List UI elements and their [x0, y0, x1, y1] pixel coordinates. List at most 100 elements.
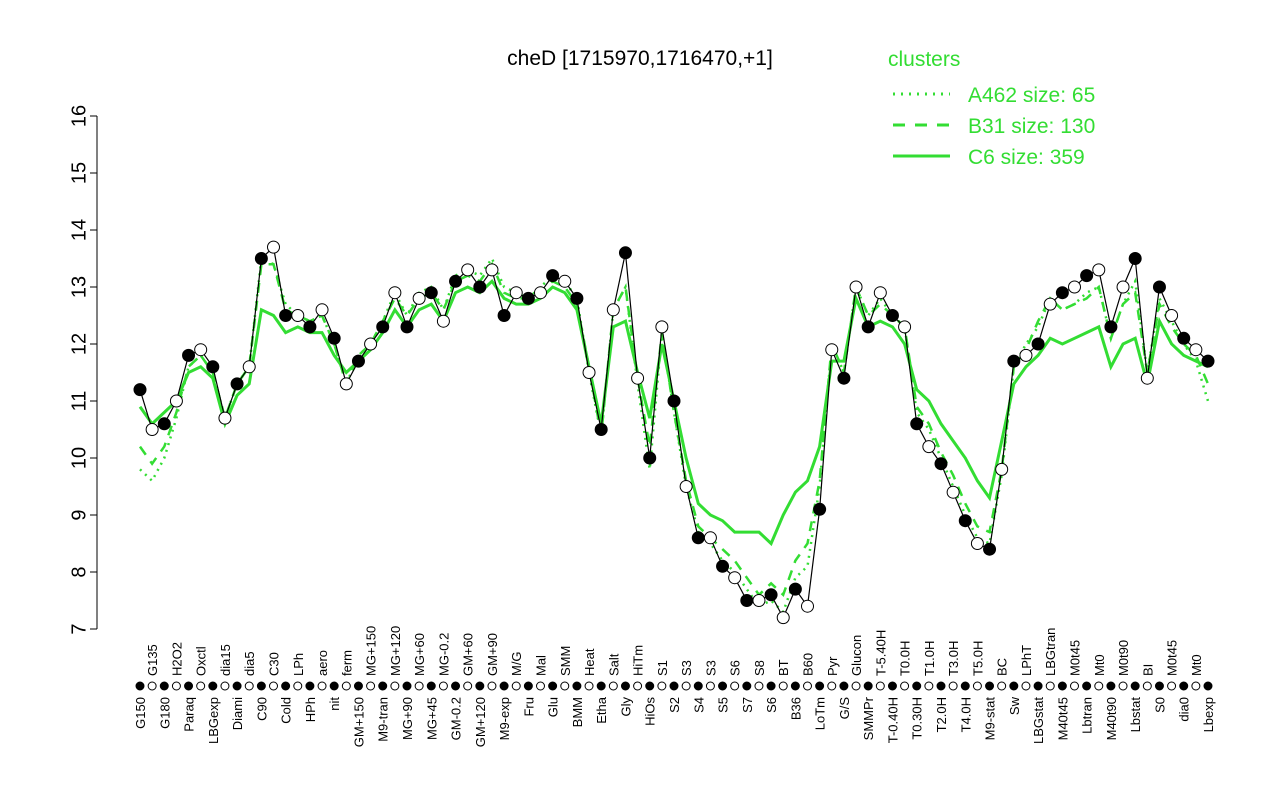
category-marker [499, 681, 509, 691]
category-marker [414, 681, 424, 691]
x-tick-label: MG+45 [424, 697, 439, 740]
category-marker [730, 681, 740, 691]
category-marker [1203, 681, 1213, 691]
data-points [133, 240, 1215, 625]
data-point [558, 274, 572, 288]
category-marker [572, 681, 582, 691]
x-tick-label: M40t45 [1055, 697, 1070, 740]
data-point [242, 360, 256, 374]
x-tick-label: M0t45 [1068, 640, 1083, 676]
category-marker [657, 681, 667, 691]
x-tick-label: B60 [801, 653, 816, 676]
x-tick-label: Glu [546, 697, 561, 717]
category-marker [135, 681, 145, 691]
x-tick-label: T5.0H [970, 641, 985, 676]
category-marker [184, 681, 194, 691]
category-marker [281, 681, 291, 691]
category-marker [669, 681, 679, 691]
data-point [424, 286, 438, 300]
x-tick-label: MG-0.2 [436, 633, 451, 676]
category-marker [681, 681, 691, 691]
chart-title: cheD [1715970,1716470,+1] [507, 47, 773, 70]
y-axis: 7 8 9 10 11 12 13 14 15 16 [68, 105, 98, 635]
x-tick-label: S3 [679, 660, 694, 676]
category-marker [171, 681, 181, 691]
data-point [1177, 331, 1191, 345]
data-point [1201, 354, 1215, 368]
x-tick-label: C90 [254, 697, 269, 721]
category-marker [912, 681, 922, 691]
x-tick-label: GM-0.2 [449, 697, 464, 740]
x-tick-label: Pyr [825, 656, 840, 676]
category-marker [778, 681, 788, 691]
category-marker [1082, 681, 1092, 691]
category-marker [620, 681, 630, 691]
data-point [728, 571, 742, 585]
x-tick-label: S7 [740, 697, 755, 713]
category-marker [523, 681, 533, 691]
x-tick-label: M9-exp [497, 697, 512, 740]
category-marker [269, 681, 278, 691]
data-point [752, 594, 766, 607]
category-marker [1009, 681, 1019, 691]
data-point [1019, 348, 1033, 362]
category-marker [924, 681, 934, 691]
category-marker [596, 681, 606, 691]
category-marker [948, 681, 958, 691]
data-point [449, 274, 463, 288]
x-tick-label: Glucon [849, 635, 864, 676]
data-point [667, 394, 681, 408]
x-tick-label: S3 [703, 660, 718, 676]
data-point [1007, 354, 1021, 368]
data-point [473, 280, 487, 294]
data-point [618, 246, 632, 260]
data-point [412, 291, 426, 305]
x-tick-label: S4 [691, 697, 706, 713]
category-marker [718, 681, 728, 691]
x-tick-label: Sw [1007, 696, 1022, 715]
category-marker [305, 681, 315, 691]
category-marker [159, 681, 169, 691]
data-point [1092, 263, 1106, 277]
category-marker [887, 681, 897, 691]
category-marker [244, 681, 254, 691]
x-tick-label: LPh [291, 653, 306, 676]
x-tick-label: BMM [570, 697, 585, 727]
x-tick-label: MG+60 [412, 633, 427, 676]
x-tick-label: dia15 [218, 644, 233, 676]
x-tick-label: Fru [521, 697, 536, 717]
x-tick-label: T0.30H [910, 697, 925, 740]
y-tick-label: 15 [68, 162, 90, 184]
category-marker [839, 681, 849, 691]
data-point [497, 309, 511, 322]
x-tick-label: LPhT [1019, 645, 1034, 676]
data-point [970, 537, 984, 550]
x-tick-labels: G150 G135 G180 H2O2 Paraq Oxctl LBGexp dia15 Dia… [133, 626, 1216, 747]
data-point [813, 502, 827, 516]
data-point [849, 280, 863, 294]
data-point [1104, 320, 1118, 334]
x-tick-label: LBGstat [1031, 697, 1046, 744]
x-tick-label: GM+120 [473, 697, 488, 747]
x-tick-label: M/G [509, 651, 524, 676]
x-tick-label: M9-stat [983, 697, 998, 741]
x-tick-label: C30 [267, 652, 282, 676]
category-marker [353, 681, 363, 691]
data-point [679, 480, 693, 493]
x-tick-label: G180 [157, 697, 172, 729]
data-point [194, 343, 208, 357]
data-point [339, 377, 353, 391]
category-marker [1154, 681, 1164, 691]
category-marker [463, 681, 473, 691]
data-point [461, 263, 475, 277]
category-marker [548, 681, 558, 691]
data-point [570, 291, 584, 305]
category-marker [900, 681, 910, 691]
category-marker [329, 681, 339, 691]
data-point [837, 371, 851, 385]
category-marker [147, 681, 157, 691]
x-tick-label: GM+60 [461, 633, 476, 676]
data-point [546, 269, 560, 283]
category-marker [1118, 681, 1128, 691]
category-marker [1106, 681, 1116, 691]
